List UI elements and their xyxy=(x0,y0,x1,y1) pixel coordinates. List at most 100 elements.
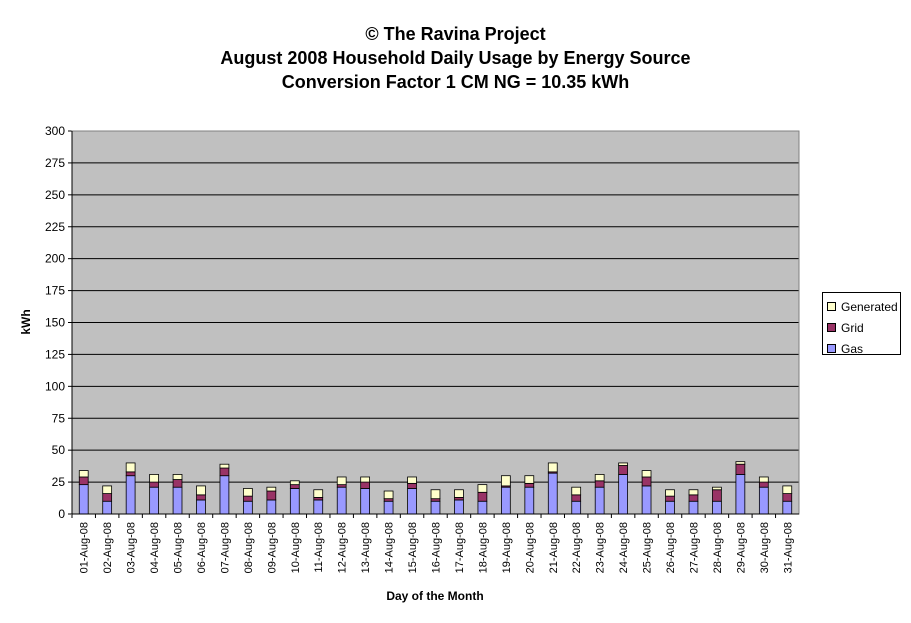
x-tick-label: 26-Aug-08 xyxy=(665,522,677,573)
bar-generated xyxy=(782,485,793,494)
bar-generated xyxy=(383,490,394,500)
y-tick-label: 250 xyxy=(45,188,65,202)
bar-grid xyxy=(266,490,277,501)
bar-generated xyxy=(688,489,699,496)
bar-grid xyxy=(219,467,230,477)
bar-gas xyxy=(383,500,394,515)
bar-generated xyxy=(196,485,206,496)
x-tick-label: 17-Aug-08 xyxy=(454,522,466,573)
bar-gas xyxy=(407,488,417,515)
bar-gas xyxy=(665,500,675,515)
bar-grid xyxy=(407,482,417,489)
y-tick-label: 175 xyxy=(45,284,65,298)
y-tick-label: 200 xyxy=(45,252,65,266)
bar-grid xyxy=(688,494,699,502)
bar-generated xyxy=(665,489,675,497)
bar-grid xyxy=(641,476,652,487)
x-tick-label: 07-Aug-08 xyxy=(219,522,231,573)
bar-gas xyxy=(618,474,628,515)
bar-grid xyxy=(735,463,746,475)
bar-generated xyxy=(336,476,347,486)
x-tick-label: 20-Aug-08 xyxy=(524,522,536,573)
bar-generated xyxy=(594,474,605,482)
x-tick-label: 29-Aug-08 xyxy=(735,522,747,573)
bar-generated xyxy=(712,486,722,491)
x-tick-label: 01-Aug-08 xyxy=(79,522,91,573)
y-tick-label: 150 xyxy=(45,316,65,330)
y-tick-label: 50 xyxy=(52,443,66,457)
x-tick-label: 19-Aug-08 xyxy=(501,522,513,573)
y-tick-label: 125 xyxy=(45,347,65,361)
x-tick-label: 23-Aug-08 xyxy=(595,522,607,573)
bar-grid xyxy=(571,494,582,502)
bar-generated xyxy=(477,484,488,493)
bar-gas xyxy=(313,499,324,515)
x-tick-label: 02-Aug-08 xyxy=(102,522,114,573)
x-tick-label: 13-Aug-08 xyxy=(360,522,372,573)
bar-generated xyxy=(735,461,746,465)
x-tick-label: 24-Aug-08 xyxy=(618,522,630,573)
bar-gas xyxy=(594,486,605,515)
legend-label-generated: Generated xyxy=(841,299,898,314)
bar-gas xyxy=(219,475,230,515)
bar-generated xyxy=(243,488,253,497)
bar-generated xyxy=(524,475,535,484)
bar-generated xyxy=(102,485,113,494)
x-tick-label: 30-Aug-08 xyxy=(759,522,771,573)
x-axis-label: Day of the Month xyxy=(386,589,483,603)
legend-item-gas: Gas xyxy=(827,338,900,359)
legend-item-generated: Generated xyxy=(827,296,900,317)
bar-gas xyxy=(102,500,113,515)
bar-gas xyxy=(360,488,371,515)
bar-generated xyxy=(641,470,652,478)
bar-grid xyxy=(618,465,628,475)
x-tick-label: 31-Aug-08 xyxy=(782,522,794,573)
chart-subtitle-1: August 2008 Household Daily Usage by Ene… xyxy=(220,48,691,68)
legend-swatch-generated xyxy=(827,302,836,311)
x-tick-label: 16-Aug-08 xyxy=(431,522,443,573)
legend-item-grid: Grid xyxy=(827,317,900,338)
x-tick-label: 05-Aug-08 xyxy=(173,522,185,573)
bar-grid xyxy=(360,481,371,489)
bar-grid xyxy=(665,495,675,502)
bar-grid xyxy=(243,495,253,502)
bar-grid xyxy=(125,471,136,477)
bar-gas xyxy=(688,500,699,515)
bar-grid xyxy=(524,482,535,488)
bar-generated xyxy=(360,476,371,483)
bar-grid xyxy=(712,489,722,502)
bar-generated xyxy=(172,474,183,480)
x-tick-label: 18-Aug-08 xyxy=(477,522,489,573)
bar-gas xyxy=(477,500,488,515)
bar-gas xyxy=(782,500,793,515)
bar-gas xyxy=(78,484,89,515)
bar-gas xyxy=(196,499,206,515)
bar-gas xyxy=(266,499,277,515)
chart-title-block: © The Ravina Project August 2008 Househo… xyxy=(0,22,911,94)
bar-gas xyxy=(571,500,582,515)
bar-gas xyxy=(641,485,652,515)
bar-generated xyxy=(289,480,300,486)
bar-grid xyxy=(172,479,183,488)
bar-grid xyxy=(758,481,769,488)
bar-gas xyxy=(735,474,746,515)
bar-generated xyxy=(547,462,558,473)
y-tick-label: 300 xyxy=(45,124,65,138)
bar-generated xyxy=(500,475,511,487)
x-tick-label: 14-Aug-08 xyxy=(384,522,396,573)
y-tick-label: 275 xyxy=(45,156,65,170)
chart-subtitle-2: Conversion Factor 1 CM NG = 10.35 kWh xyxy=(281,72,630,92)
x-tick-label: 04-Aug-08 xyxy=(149,522,161,573)
bar-grid xyxy=(196,494,206,501)
y-tick-label: 100 xyxy=(45,379,65,393)
x-tick-label: 15-Aug-08 xyxy=(407,522,419,573)
bar-gas xyxy=(454,499,464,515)
bar-gas xyxy=(500,486,511,515)
x-tick-label: 11-Aug-08 xyxy=(313,522,325,573)
x-tick-label: 22-Aug-08 xyxy=(571,522,583,573)
x-tick-label: 09-Aug-08 xyxy=(266,522,278,573)
bar-gas xyxy=(524,486,535,515)
x-tick-label: 08-Aug-08 xyxy=(243,522,255,573)
bar-gas xyxy=(430,500,441,515)
